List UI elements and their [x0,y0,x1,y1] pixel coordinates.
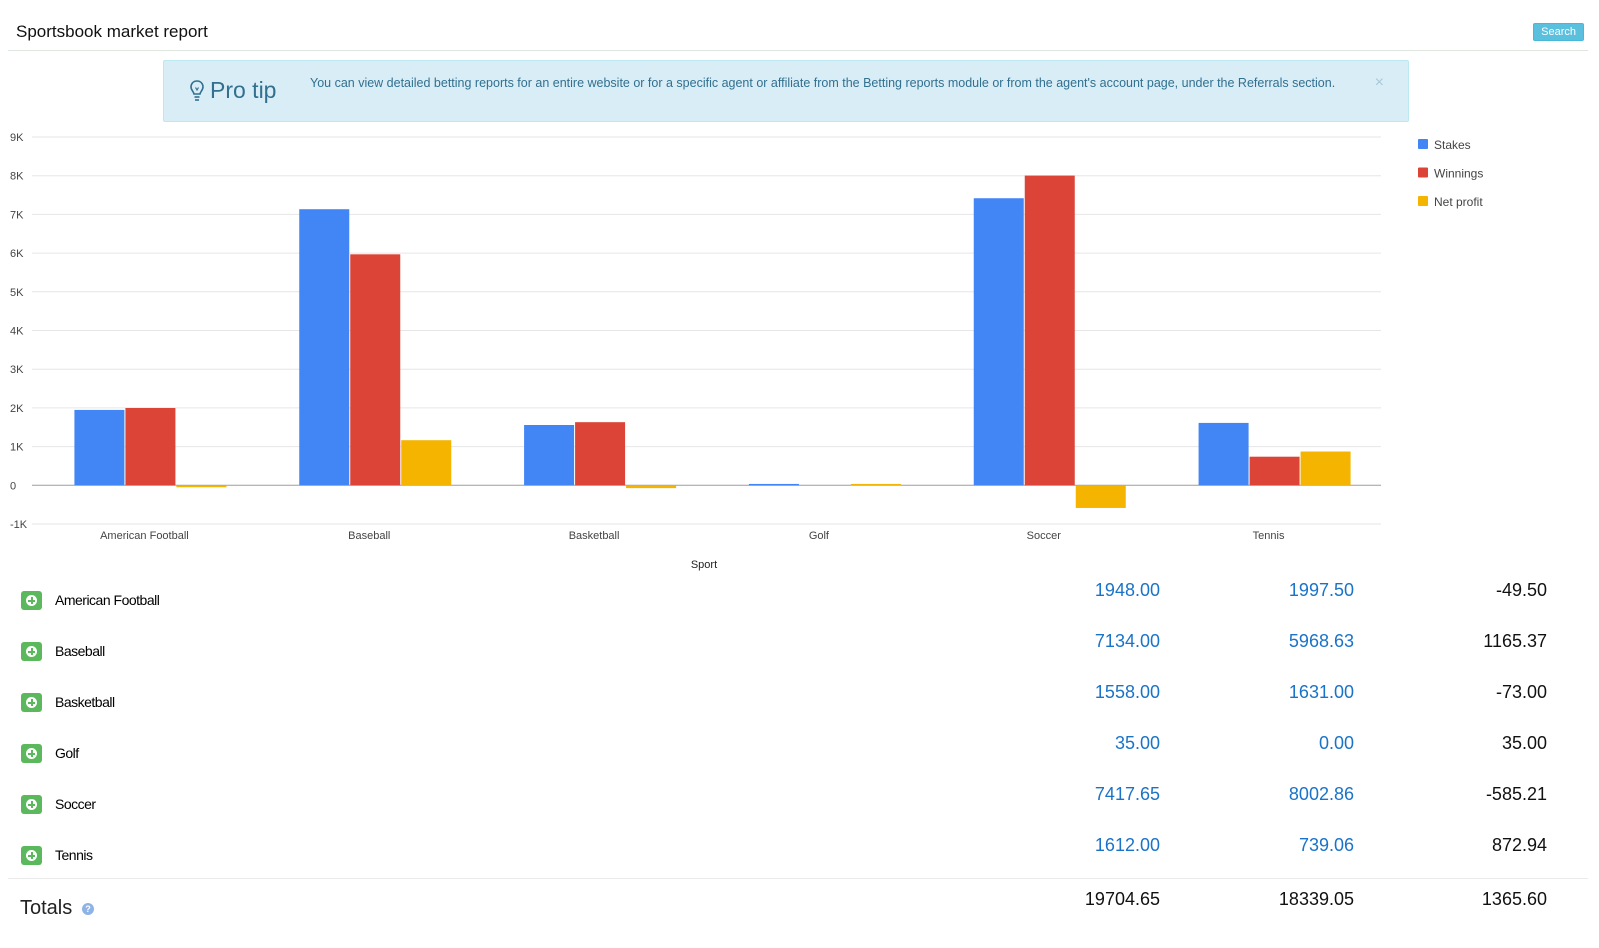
net-profit-value: -73.00 [1495,682,1547,702]
legend-swatch[interactable] [1418,139,1428,149]
winnings-link[interactable]: 1631.00 [1288,682,1354,702]
bar-net-profit[interactable] [1300,451,1351,486]
x-tick-label: Soccer [1027,530,1062,542]
stakes-link[interactable]: 1612.00 [1094,835,1160,855]
net-profit-value: -49.50 [1495,580,1547,600]
totals-stakes: 19704.65 [1084,889,1160,909]
stakes-link[interactable]: 7417.65 [1094,784,1160,804]
bar-net-profit[interactable] [1075,485,1126,508]
winnings-link[interactable]: 0.00 [1318,733,1354,753]
sport-name: Golf [55,745,79,761]
bar-stakes[interactable] [973,198,1024,486]
sport-name: Baseball [55,643,105,659]
x-axis-title: Sport [691,559,717,571]
expand-plus-icon[interactable] [21,744,42,763]
stakes-link[interactable]: 7134.00 [1094,631,1160,651]
bar-stakes[interactable] [524,425,575,486]
legend-swatch[interactable] [1418,196,1428,206]
x-tick-label: Tennis [1253,530,1285,542]
y-tick-label: 5K [10,287,24,299]
legend-label[interactable]: Winnings [1434,167,1483,181]
y-tick-label: 8K [10,171,24,183]
totals-winnings: 18339.05 [1278,889,1354,909]
page-header: Sportsbook market report Search [8,14,1588,51]
bar-net-profit[interactable] [626,485,677,489]
bar-winnings[interactable] [575,422,626,486]
net-profit-value: 872.94 [1491,835,1547,855]
legend-swatch[interactable] [1418,167,1428,178]
y-tick-label: -1K [10,519,28,531]
winnings-link[interactable]: 5968.63 [1288,631,1354,651]
winnings-link[interactable]: 8002.86 [1288,784,1354,804]
pro-tip-text: You can view detailed betting reports fo… [310,76,1336,90]
bar-net-profit[interactable] [176,485,227,488]
legend-label[interactable]: Net profit [1434,195,1483,209]
lightbulb-icon [190,80,204,101]
bar-winnings[interactable] [1249,456,1300,486]
bar-chart: -1K 0 1K 2K 3K 4K 5K 6K 7K 8K 9K American Football B… [10,132,1483,571]
y-tick-label: 4K [10,326,24,338]
bar-net-profit[interactable] [401,440,452,486]
sport-name: Tennis [55,847,93,863]
expand-plus-icon[interactable] [21,846,42,865]
table-row: Basketball 1558.00 1631.00 -73.00 [0,674,1599,725]
expand-plus-icon[interactable] [21,693,42,712]
legend-label[interactable]: Stakes [1434,138,1471,152]
y-tick-label: 1K [10,442,24,454]
stakes-link[interactable]: 1558.00 [1094,682,1160,702]
winnings-link[interactable]: 1997.50 [1288,580,1354,600]
table-row: Baseball 7134.00 5968.63 1165.37 [0,623,1599,674]
net-profit-value: -585.21 [1485,784,1547,804]
bar-winnings[interactable] [1024,175,1075,486]
winnings-link[interactable]: 739.06 [1298,835,1354,855]
help-icon[interactable]: ? [82,903,94,915]
sport-name: American Football [55,592,160,608]
y-tick-label: 0 [10,480,16,492]
net-profit-value: 1165.37 [1483,631,1547,651]
x-tick-label: Baseball [348,530,390,542]
table-row: Tennis 1612.00 739.06 872.94 [0,827,1599,878]
bar-winnings[interactable] [125,407,176,486]
x-tick-label: Golf [809,530,830,542]
y-tick-label: 2K [10,403,24,415]
sport-name: Soccer [55,796,96,812]
totals-net-profit: 1365.60 [1481,889,1547,909]
totals-row: Totals ? 19704.65 18339.05 1365.60 [8,878,1588,938]
y-tick-label: 7K [10,209,24,221]
bar-net-profit[interactable] [850,483,901,486]
bar-stakes[interactable] [1198,422,1249,486]
bar-winnings[interactable] [350,254,401,486]
y-tick-label: 3K [10,364,24,376]
stakes-link[interactable]: 35.00 [1114,733,1160,753]
y-tick-label: 9K [10,132,24,144]
table-row: Soccer 7417.65 8002.86 -585.21 [0,776,1599,827]
y-tick-label: 6K [10,248,24,260]
x-tick-label: Basketball [569,530,620,542]
expand-plus-icon[interactable] [21,591,42,610]
page-title: Sportsbook market report [16,22,208,41]
pro-tip-alert: Pro tip You can view detailed betting re… [163,60,1409,122]
table-row: American Football 1948.00 1997.50 -49.50 [0,572,1599,623]
stakes-link[interactable]: 1948.00 [1094,580,1160,600]
search-button[interactable]: Search [1533,23,1584,41]
x-tick-label: American Football [100,530,189,542]
close-icon[interactable]: × [1374,74,1384,91]
net-profit-value: 35.00 [1501,733,1547,753]
totals-label: Totals [20,897,73,919]
bar-stakes[interactable] [74,409,125,486]
sport-name: Basketball [55,694,115,710]
expand-plus-icon[interactable] [21,795,42,814]
table-row: Golf 35.00 0.00 35.00 [0,725,1599,776]
bar-stakes[interactable] [299,209,350,486]
bar-stakes[interactable] [748,483,799,486]
pro-tip-title: Pro tip [210,77,277,103]
expand-plus-icon[interactable] [21,642,42,661]
